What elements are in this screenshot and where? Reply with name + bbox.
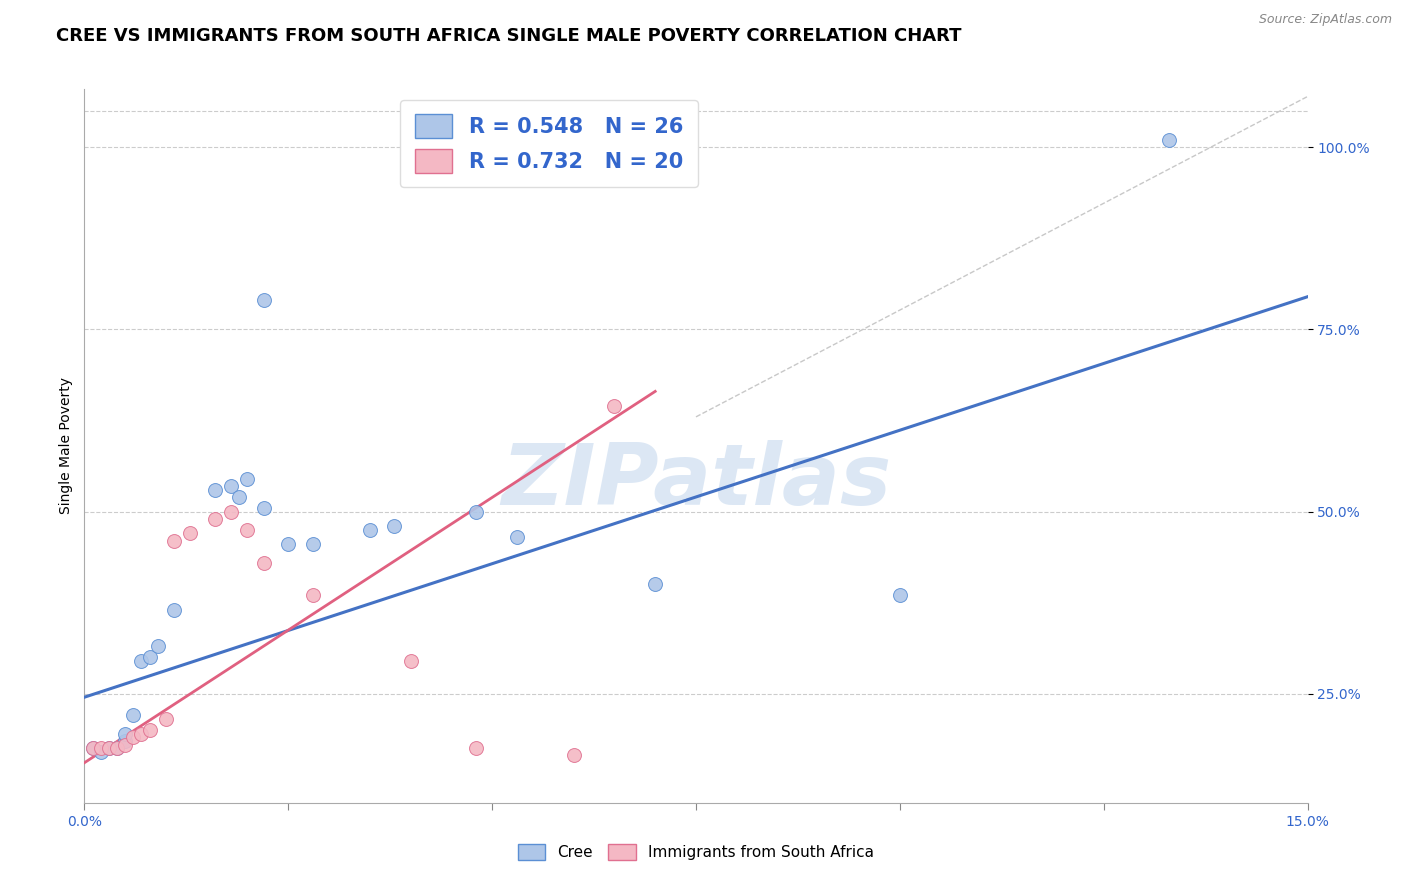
Point bbox=[464, 741, 486, 756]
Point bbox=[82, 741, 104, 756]
Text: ZIPatlas: ZIPatlas bbox=[501, 440, 891, 524]
Point bbox=[359, 523, 381, 537]
Point bbox=[82, 741, 104, 756]
Point bbox=[138, 723, 160, 737]
Point bbox=[163, 533, 186, 548]
Point bbox=[219, 479, 242, 493]
Text: Source: ZipAtlas.com: Source: ZipAtlas.com bbox=[1258, 13, 1392, 27]
Point bbox=[204, 512, 226, 526]
Point bbox=[277, 537, 299, 551]
Point bbox=[399, 654, 422, 668]
Point bbox=[114, 738, 136, 752]
Point bbox=[505, 530, 527, 544]
Point bbox=[204, 483, 226, 497]
Point bbox=[122, 731, 145, 745]
Point bbox=[889, 588, 911, 602]
Point bbox=[97, 741, 120, 756]
Point bbox=[114, 734, 136, 748]
Point bbox=[464, 504, 486, 518]
Point bbox=[382, 519, 405, 533]
Point bbox=[146, 639, 169, 653]
Point bbox=[603, 399, 626, 413]
Point bbox=[236, 472, 259, 486]
Text: CREE VS IMMIGRANTS FROM SOUTH AFRICA SINGLE MALE POVERTY CORRELATION CHART: CREE VS IMMIGRANTS FROM SOUTH AFRICA SIN… bbox=[56, 27, 962, 45]
Point bbox=[131, 654, 153, 668]
Y-axis label: Single Male Poverty: Single Male Poverty bbox=[59, 377, 73, 515]
Point bbox=[105, 741, 128, 756]
Point bbox=[253, 293, 276, 308]
Point bbox=[644, 577, 666, 591]
Point bbox=[138, 650, 160, 665]
Point bbox=[90, 741, 112, 756]
Point bbox=[179, 526, 201, 541]
Point bbox=[1157, 133, 1180, 147]
Point bbox=[155, 712, 177, 726]
Point bbox=[90, 745, 112, 759]
Point bbox=[219, 504, 242, 518]
Point bbox=[163, 603, 186, 617]
Point bbox=[562, 748, 585, 763]
Point bbox=[253, 500, 276, 515]
Point bbox=[301, 537, 323, 551]
Point bbox=[301, 588, 323, 602]
Point bbox=[131, 726, 153, 740]
Point bbox=[122, 708, 145, 723]
Point bbox=[114, 726, 136, 740]
Point bbox=[97, 741, 120, 756]
Point bbox=[105, 741, 128, 756]
Point bbox=[228, 490, 250, 504]
Point bbox=[236, 523, 259, 537]
Point bbox=[253, 556, 276, 570]
Legend: Cree, Immigrants from South Africa: Cree, Immigrants from South Africa bbox=[512, 838, 880, 866]
